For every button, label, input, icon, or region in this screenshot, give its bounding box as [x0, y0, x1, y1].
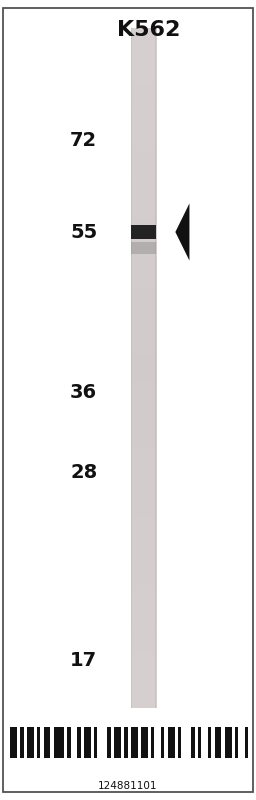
- Bar: [127, 727, 131, 758]
- Bar: [24, 727, 27, 758]
- Text: 36: 36: [70, 382, 97, 402]
- Bar: [148, 727, 151, 758]
- Bar: [195, 727, 198, 758]
- Bar: [211, 727, 215, 758]
- Bar: [175, 727, 178, 758]
- Bar: [215, 727, 221, 758]
- Bar: [165, 727, 168, 758]
- Bar: [232, 727, 235, 758]
- Bar: [121, 727, 124, 758]
- Bar: [131, 727, 138, 758]
- Text: 28: 28: [70, 462, 97, 482]
- Bar: [27, 727, 34, 758]
- Bar: [124, 727, 127, 758]
- Bar: [111, 727, 114, 758]
- Bar: [84, 727, 91, 758]
- Bar: [138, 727, 141, 758]
- Bar: [198, 727, 201, 758]
- Bar: [191, 727, 195, 758]
- Bar: [131, 225, 156, 239]
- Bar: [54, 727, 64, 758]
- Bar: [50, 727, 54, 758]
- Bar: [17, 727, 20, 758]
- Bar: [225, 727, 232, 758]
- Bar: [151, 727, 154, 758]
- Bar: [44, 727, 50, 758]
- Bar: [91, 727, 94, 758]
- Bar: [64, 727, 67, 758]
- Bar: [201, 727, 208, 758]
- Bar: [178, 727, 181, 758]
- Bar: [108, 727, 111, 758]
- Bar: [181, 727, 191, 758]
- Bar: [155, 28, 156, 708]
- Bar: [154, 727, 161, 758]
- Bar: [131, 28, 132, 708]
- Bar: [94, 727, 98, 758]
- Bar: [77, 727, 81, 758]
- Bar: [40, 727, 44, 758]
- Bar: [34, 727, 37, 758]
- Bar: [161, 727, 165, 758]
- Bar: [81, 727, 84, 758]
- Bar: [208, 727, 211, 758]
- Text: K562: K562: [117, 20, 180, 40]
- Bar: [37, 727, 40, 758]
- Polygon shape: [175, 203, 189, 261]
- Text: 55: 55: [70, 222, 97, 242]
- Text: 17: 17: [70, 650, 97, 670]
- Bar: [114, 727, 121, 758]
- Bar: [235, 727, 238, 758]
- Bar: [98, 727, 108, 758]
- Bar: [221, 727, 225, 758]
- Bar: [67, 727, 71, 758]
- Bar: [131, 242, 156, 254]
- Bar: [71, 727, 77, 758]
- Bar: [238, 727, 245, 758]
- Text: 72: 72: [70, 130, 97, 150]
- Bar: [245, 727, 248, 758]
- Bar: [168, 727, 175, 758]
- Bar: [10, 727, 17, 758]
- Bar: [20, 727, 24, 758]
- Text: 124881101: 124881101: [98, 781, 158, 790]
- Bar: [141, 727, 148, 758]
